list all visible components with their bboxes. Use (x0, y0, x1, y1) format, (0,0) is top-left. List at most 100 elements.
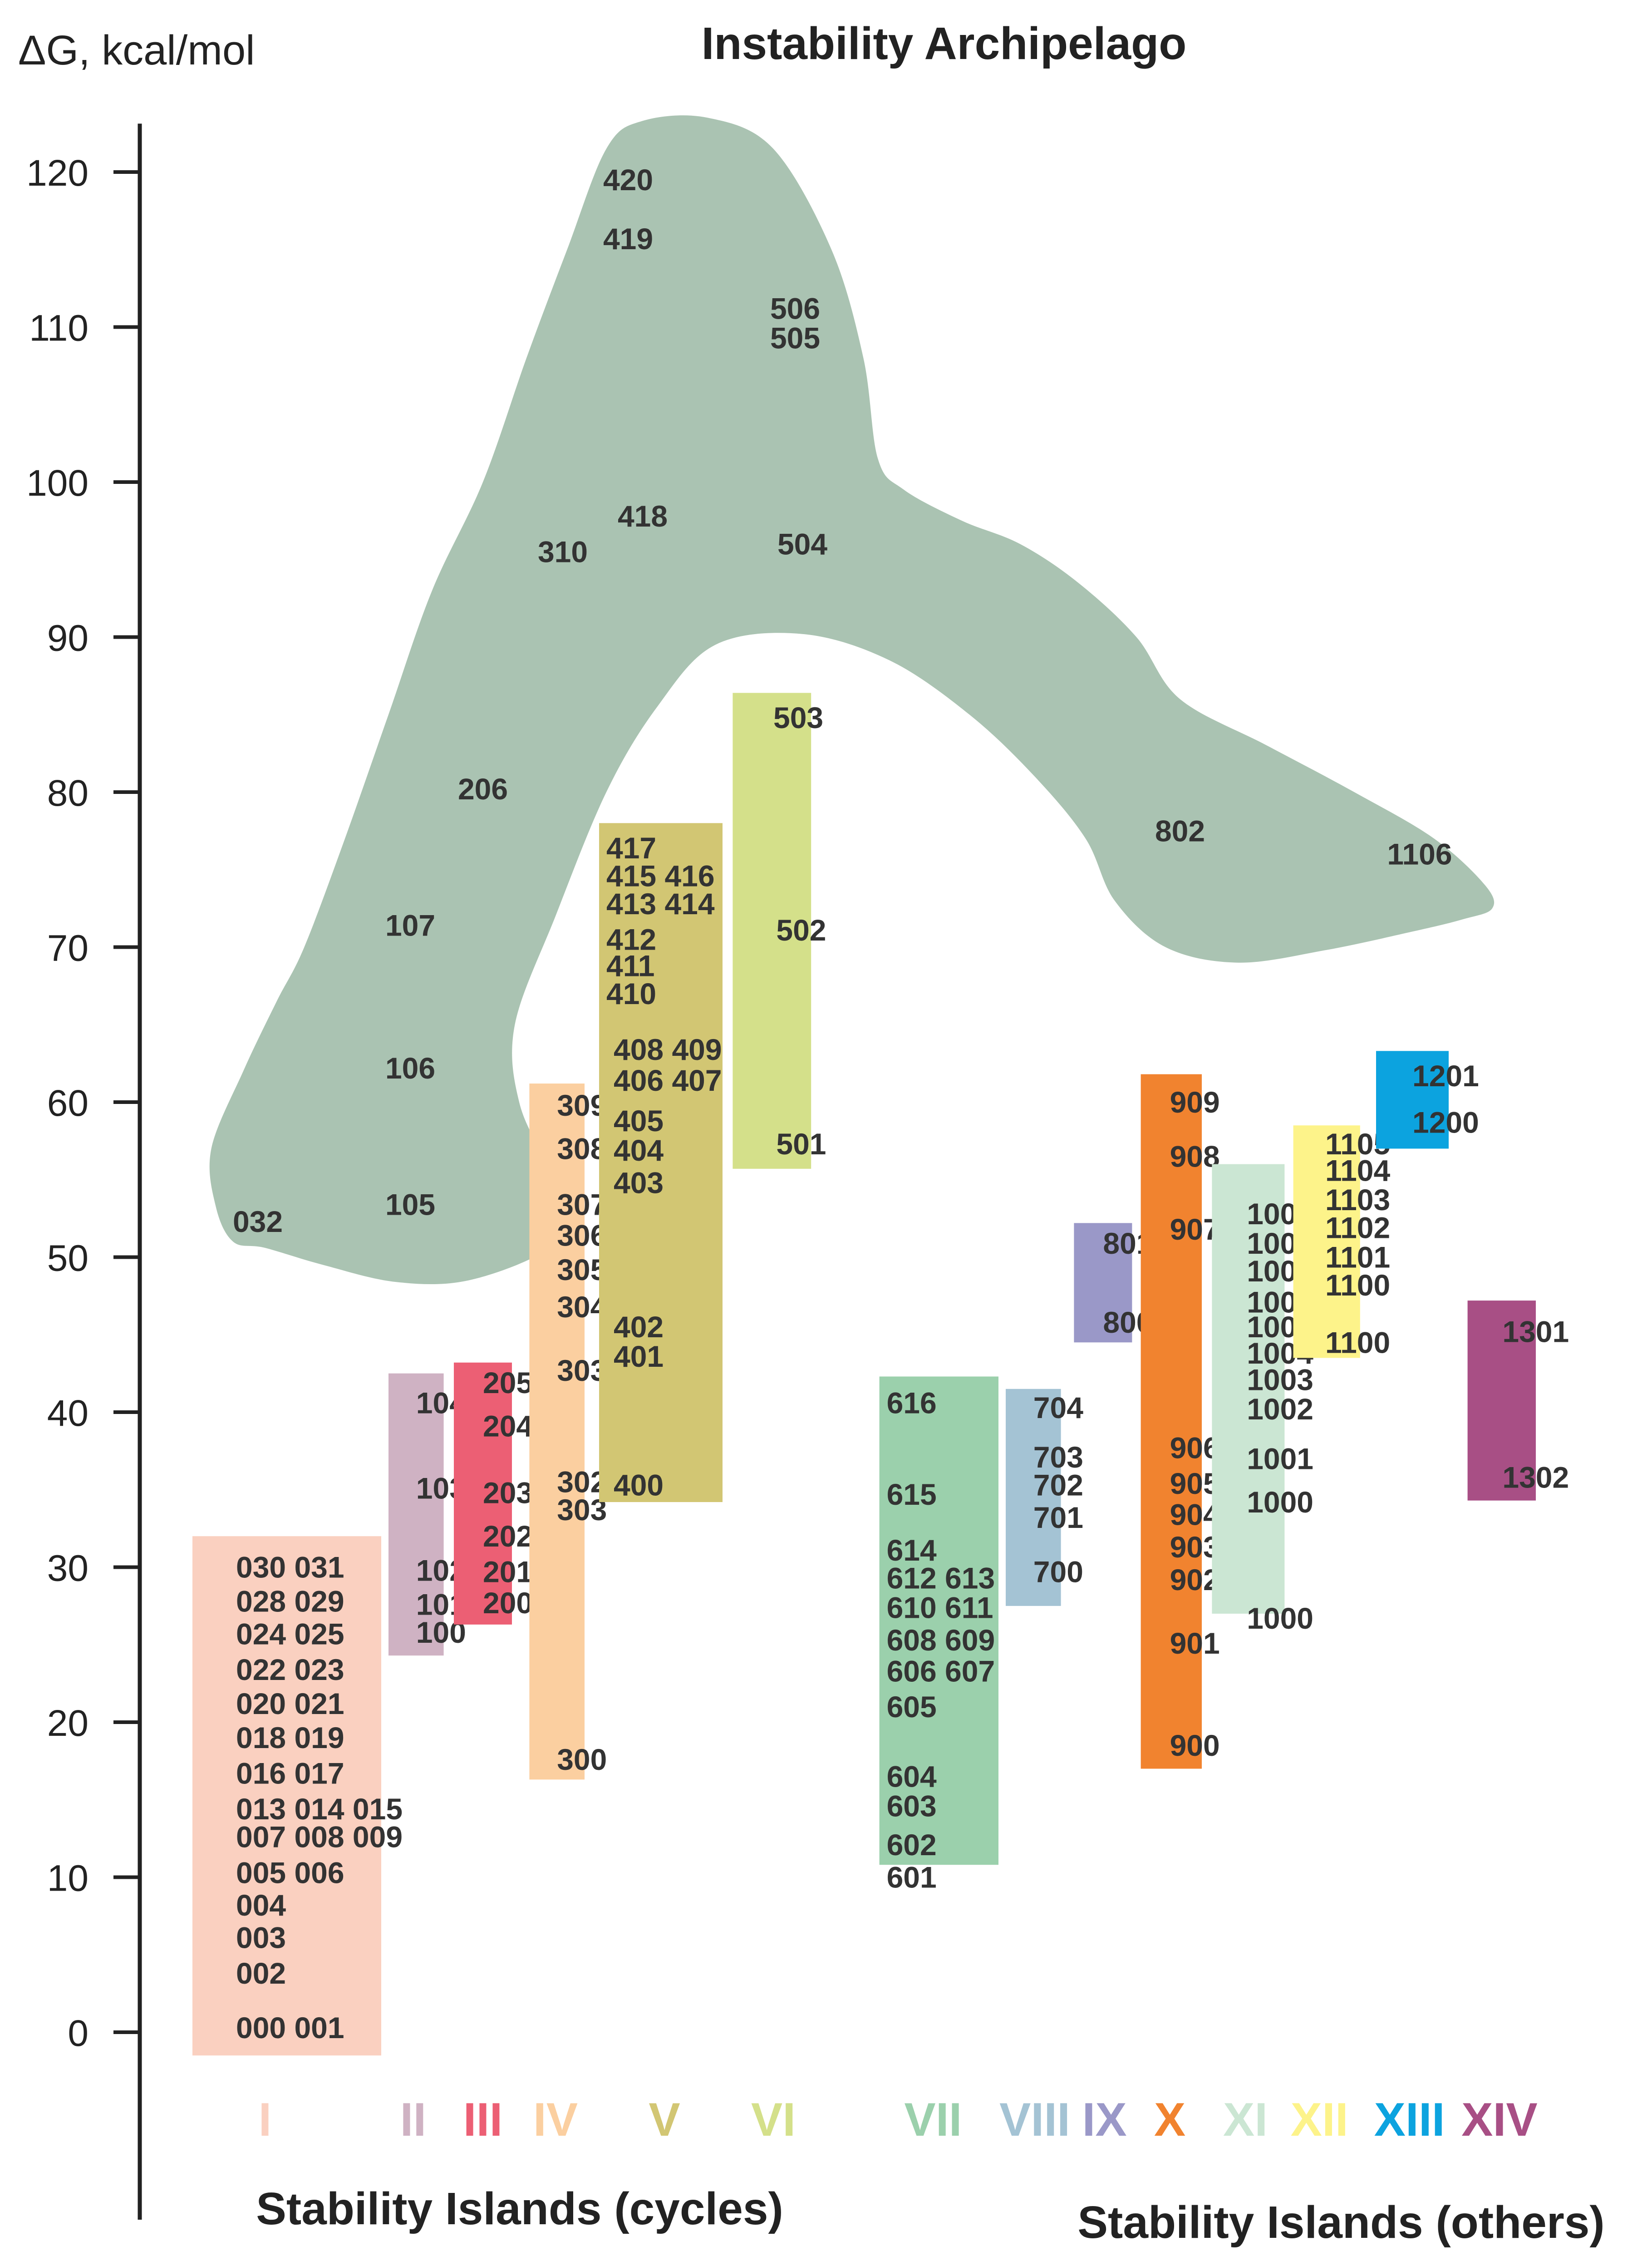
compound-label: 308 (557, 1132, 607, 1165)
compound-label: 1104 (1325, 1153, 1390, 1187)
y-tick-label: 30 (47, 1548, 88, 1589)
compound-label: 1103 (1325, 1183, 1390, 1217)
island-bar (599, 823, 723, 1502)
island-name: II (400, 2094, 427, 2146)
compound-label: 1101 (1325, 1241, 1390, 1274)
compound-label: 000 001 (236, 2011, 344, 2044)
compound-label: 300 (557, 1743, 607, 1776)
compound-label: 606 607 (887, 1654, 995, 1688)
archipelago-label: 506 (770, 292, 820, 325)
compound-label: 400 (614, 1468, 664, 1502)
compound-label: 902 (1170, 1563, 1220, 1596)
compound-label: 610 611 (887, 1591, 993, 1624)
chart-title: Instability Archipelago (702, 18, 1187, 69)
compound-label: 616 (887, 1386, 937, 1420)
island-bar (529, 1084, 585, 1780)
compound-label: 1301 (1502, 1315, 1569, 1348)
island-bar (1006, 1389, 1061, 1606)
compound-label: 908 (1170, 1140, 1220, 1173)
compound-label: 202 (483, 1519, 533, 1553)
compound-label: 612 613 (887, 1561, 995, 1595)
archipelago-shape (209, 115, 1495, 1285)
island-bar (454, 1362, 512, 1625)
compound-label: 413 414 (606, 887, 715, 921)
compound-label: 408 409 (614, 1033, 722, 1066)
y-tick-label: 120 (26, 153, 88, 194)
archipelago-label: 106 (385, 1051, 435, 1085)
compound-label: 614 (887, 1533, 937, 1567)
compound-label: 501 (776, 1127, 826, 1161)
island-name: X (1154, 2094, 1185, 2146)
compound-label: 1201 (1412, 1059, 1479, 1093)
island-name: IV (533, 2094, 578, 2146)
compound-label: 013 014 015 (236, 1792, 403, 1826)
compound-label: 907 (1170, 1212, 1220, 1246)
compound-label: 603 (887, 1789, 937, 1823)
compound-label: 701 (1033, 1501, 1083, 1534)
island-bar (1376, 1051, 1449, 1149)
compound-label: 615 (887, 1478, 937, 1511)
compound-label: 415 416 (606, 859, 715, 892)
compound-label: 406 407 (614, 1064, 722, 1097)
island-xiv: 1301 1302 (1467, 1300, 1569, 1501)
compound-label: 1003 (1247, 1363, 1313, 1396)
compound-label: 002 (236, 1956, 286, 1990)
compound-label: 1001 (1247, 1442, 1313, 1475)
compound-label: 018 019 (236, 1721, 344, 1754)
island-bar (388, 1373, 444, 1656)
y-tick-label: 20 (47, 1703, 88, 1744)
archipelago-label: 504 (777, 527, 827, 561)
archipelago-label: 802 (1155, 814, 1205, 847)
compound-label: 601 (887, 1861, 937, 1894)
compound-label: 417 (606, 831, 656, 865)
compound-label: 410 (606, 977, 656, 1010)
group-label-others: Stability Islands (others) (1077, 2197, 1604, 2248)
compound-label: 303 (557, 1354, 607, 1387)
island-name: V (649, 2094, 680, 2146)
island-bar (1467, 1300, 1536, 1501)
island-xiii: 1201 1200 (1376, 1051, 1479, 1149)
compound-label: 200 (483, 1586, 533, 1620)
compound-label: 605 (887, 1690, 937, 1724)
compound-label: 030 031 (236, 1551, 344, 1584)
compound-label: 602 (887, 1828, 937, 1862)
island-name: VII (904, 2094, 962, 2146)
compound-label: 411 (606, 949, 654, 982)
island-name: IX (1082, 2094, 1126, 2146)
y-tick-label: 0 (68, 2013, 88, 2054)
y-tick-label: 10 (47, 1858, 88, 1899)
compound-label: 305 (557, 1253, 607, 1286)
island-vi: 503 502 501 (733, 693, 826, 1169)
y-tick-label: 90 (47, 618, 88, 659)
island-name: XI (1223, 2094, 1268, 2146)
archipelago-label: 418 (618, 499, 668, 533)
compound-label: 016 017 (236, 1757, 344, 1790)
y-axis: 0 10 20 30 40 50 60 70 80 90 100 110 120 (26, 123, 142, 2220)
island-bar (1141, 1074, 1202, 1769)
compound-label: 007 008 009 (236, 1820, 403, 1854)
island-name: XII (1291, 2094, 1348, 2146)
island-name: VIII (999, 2094, 1070, 2146)
compound-label: 1100 (1325, 1325, 1390, 1359)
y-tick-label: 60 (47, 1083, 88, 1124)
archipelago-label: 310 (538, 535, 588, 569)
compound-label: 502 (776, 913, 826, 947)
y-tick-label: 40 (47, 1393, 88, 1434)
compound-label: 309 (557, 1089, 607, 1122)
compound-label: 1302 (1502, 1460, 1569, 1494)
archipelago-label: 1106 (1387, 837, 1452, 871)
compound-label: 904 (1170, 1498, 1220, 1531)
archipelago-label: 105 (385, 1187, 435, 1221)
compound-label: 302 (557, 1465, 607, 1499)
compound-label: 905 (1170, 1467, 1220, 1500)
compound-label: 205 (483, 1366, 533, 1399)
compound-label: 024 025 (236, 1617, 344, 1650)
compound-label: 004 (236, 1888, 286, 1922)
island-names: I II III IV V VI VII VIII IX X XI XII XIII XIV (259, 2094, 1538, 2146)
island-bar (1074, 1223, 1132, 1343)
